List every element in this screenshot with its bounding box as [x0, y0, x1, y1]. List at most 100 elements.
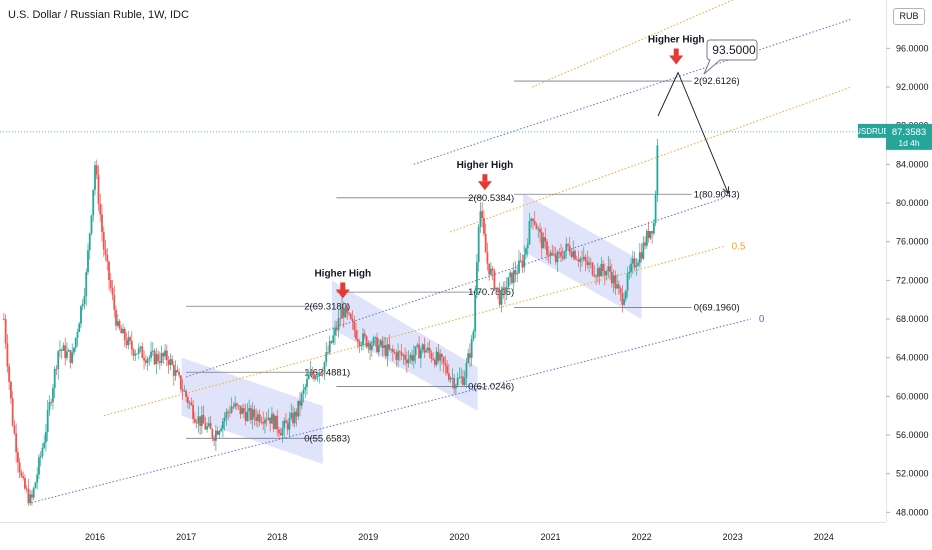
candle-body [454, 385, 457, 389]
candle-body [150, 351, 152, 358]
currency-unit-button[interactable]: RUB [893, 8, 925, 25]
candle-body [474, 294, 477, 332]
candle-body [22, 476, 25, 479]
candle-body [504, 287, 506, 294]
candle-body [106, 254, 109, 262]
candle-body [321, 373, 324, 375]
candle-body [638, 252, 641, 263]
candle-body [521, 260, 524, 268]
candle-body [313, 375, 315, 379]
y-tick-label: 92.0000 [896, 82, 929, 92]
candle-body [386, 344, 389, 357]
candle-body [360, 344, 363, 347]
candle-body [123, 328, 126, 341]
candle-body [108, 261, 110, 281]
candle-body [137, 348, 140, 354]
candle-body [283, 420, 286, 429]
candle-body [120, 328, 123, 334]
y-tick-label: 56.0000 [896, 430, 929, 440]
candle-body [251, 409, 254, 420]
candle-body [535, 224, 538, 230]
candle-body [309, 371, 312, 376]
candle-body [470, 339, 473, 358]
candle-body [311, 371, 314, 376]
candle-body [146, 358, 149, 363]
candle-body [13, 425, 16, 434]
candle-body [518, 260, 520, 274]
fib-level-label: 1(80.9043) [694, 189, 740, 200]
fib-level-label: 2(69.3180) [304, 301, 350, 312]
candle-body [628, 271, 631, 274]
candle-body [519, 260, 522, 262]
candle-body [274, 415, 277, 430]
fib-level-label: 1(62.4881) [304, 367, 350, 378]
candle-body [85, 272, 88, 296]
candle-body [299, 400, 301, 406]
candle-body [644, 242, 647, 246]
candle-body [607, 266, 610, 271]
candle-body [272, 414, 275, 430]
candle-body [192, 404, 195, 419]
candle-body [88, 233, 91, 251]
y-tick-label: 80.0000 [896, 198, 929, 208]
candle-body [458, 377, 461, 378]
candle-body [174, 370, 177, 376]
candle-body [250, 408, 252, 420]
candle-body [104, 249, 107, 255]
candle-body [418, 344, 421, 359]
red-arrow-icon [673, 48, 679, 56]
candle-body [647, 230, 650, 239]
candle-body [132, 349, 135, 356]
candle-body [488, 263, 491, 275]
candle-body [195, 422, 198, 424]
candle-body [516, 273, 519, 275]
candle-body [596, 268, 599, 277]
candle-body [241, 408, 244, 414]
candle-body [603, 270, 606, 276]
candle-body [141, 346, 144, 359]
candle-body [409, 355, 412, 359]
candle-body [286, 423, 289, 430]
candle-body [90, 215, 93, 234]
candle-body [202, 415, 205, 424]
candle-body [325, 352, 328, 363]
candle-body [55, 368, 58, 370]
candle-body [542, 237, 545, 249]
candle-body [609, 266, 611, 272]
red-arrow-icon [340, 282, 346, 290]
candle-body [537, 228, 540, 230]
candle-body [616, 284, 618, 289]
candle-body [512, 270, 515, 283]
candle-body [419, 349, 422, 359]
candle-body [220, 428, 223, 432]
projection-line [657, 71, 729, 194]
candle-body [476, 262, 478, 295]
candle-body [78, 323, 81, 333]
candle-body [8, 366, 11, 382]
candle-body [563, 251, 566, 259]
candle-body [568, 245, 571, 253]
candle-body [624, 290, 627, 300]
candle-body [533, 220, 536, 225]
fib-level-label: 0(69.1960) [694, 302, 740, 313]
candle-body [66, 351, 68, 359]
candle-body [439, 354, 442, 361]
candle-body [53, 368, 56, 389]
candle-body [356, 339, 359, 342]
candle-body [10, 381, 12, 399]
channel-box [331, 280, 478, 411]
candle-body [577, 259, 580, 262]
candle-body [619, 288, 622, 294]
candle-body [384, 345, 387, 357]
candle-body [129, 337, 131, 341]
candle-body [24, 478, 26, 489]
candle-body [276, 415, 279, 430]
candle-body [426, 347, 429, 351]
candle-body [139, 346, 142, 349]
candle-body [62, 345, 65, 351]
candle-body [153, 350, 156, 365]
candle-body [565, 244, 568, 252]
candle-body [479, 211, 482, 227]
candle-body [462, 376, 464, 385]
